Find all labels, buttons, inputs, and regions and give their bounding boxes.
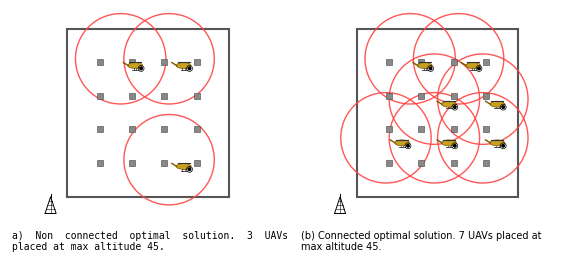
Point: [137, 66, 146, 71]
Point: [450, 143, 459, 148]
Point: [384, 127, 394, 131]
Ellipse shape: [417, 63, 432, 68]
Text: a)  Non  connected  optimal  solution.  3  UAVs
placed at max altitude 45.: a) Non connected optimal solution. 3 UAV…: [12, 231, 288, 252]
Point: [417, 60, 426, 64]
Point: [185, 167, 194, 172]
Point: [95, 94, 104, 98]
Point: [160, 161, 169, 165]
Point: [192, 94, 201, 98]
Point: [127, 94, 137, 98]
Point: [481, 94, 490, 98]
Point: [499, 143, 508, 148]
Point: [417, 127, 426, 131]
Point: [192, 60, 201, 64]
Point: [474, 66, 483, 71]
Point: [404, 143, 413, 148]
Bar: [67, 29, 229, 197]
Point: [449, 127, 459, 131]
Point: [426, 66, 435, 71]
Point: [185, 66, 194, 71]
Point: [95, 161, 104, 165]
Bar: [357, 29, 518, 197]
Point: [481, 161, 490, 165]
Ellipse shape: [442, 101, 456, 107]
Point: [160, 94, 169, 98]
Point: [450, 105, 459, 109]
Ellipse shape: [490, 101, 505, 107]
Point: [192, 161, 201, 165]
Point: [384, 60, 394, 64]
Ellipse shape: [395, 140, 409, 146]
Point: [449, 161, 459, 165]
Point: [127, 60, 137, 64]
Point: [384, 94, 394, 98]
Point: [192, 127, 201, 131]
Point: [127, 127, 137, 131]
Point: [499, 105, 508, 109]
Point: [95, 127, 104, 131]
Point: [384, 161, 394, 165]
Point: [160, 127, 169, 131]
Point: [449, 60, 459, 64]
Point: [160, 60, 169, 64]
Point: [95, 60, 104, 64]
Point: [417, 161, 426, 165]
Ellipse shape: [176, 63, 191, 68]
Ellipse shape: [466, 63, 481, 68]
Point: [417, 94, 426, 98]
Point: [481, 127, 490, 131]
Ellipse shape: [128, 63, 142, 68]
Ellipse shape: [442, 140, 456, 146]
Point: [449, 94, 459, 98]
Point: [481, 60, 490, 64]
Point: [127, 161, 137, 165]
Text: (b) Connected optimal solution. 7 UAVs placed at
max altitude 45.: (b) Connected optimal solution. 7 UAVs p…: [301, 231, 541, 252]
Ellipse shape: [176, 163, 191, 169]
Ellipse shape: [490, 140, 505, 146]
